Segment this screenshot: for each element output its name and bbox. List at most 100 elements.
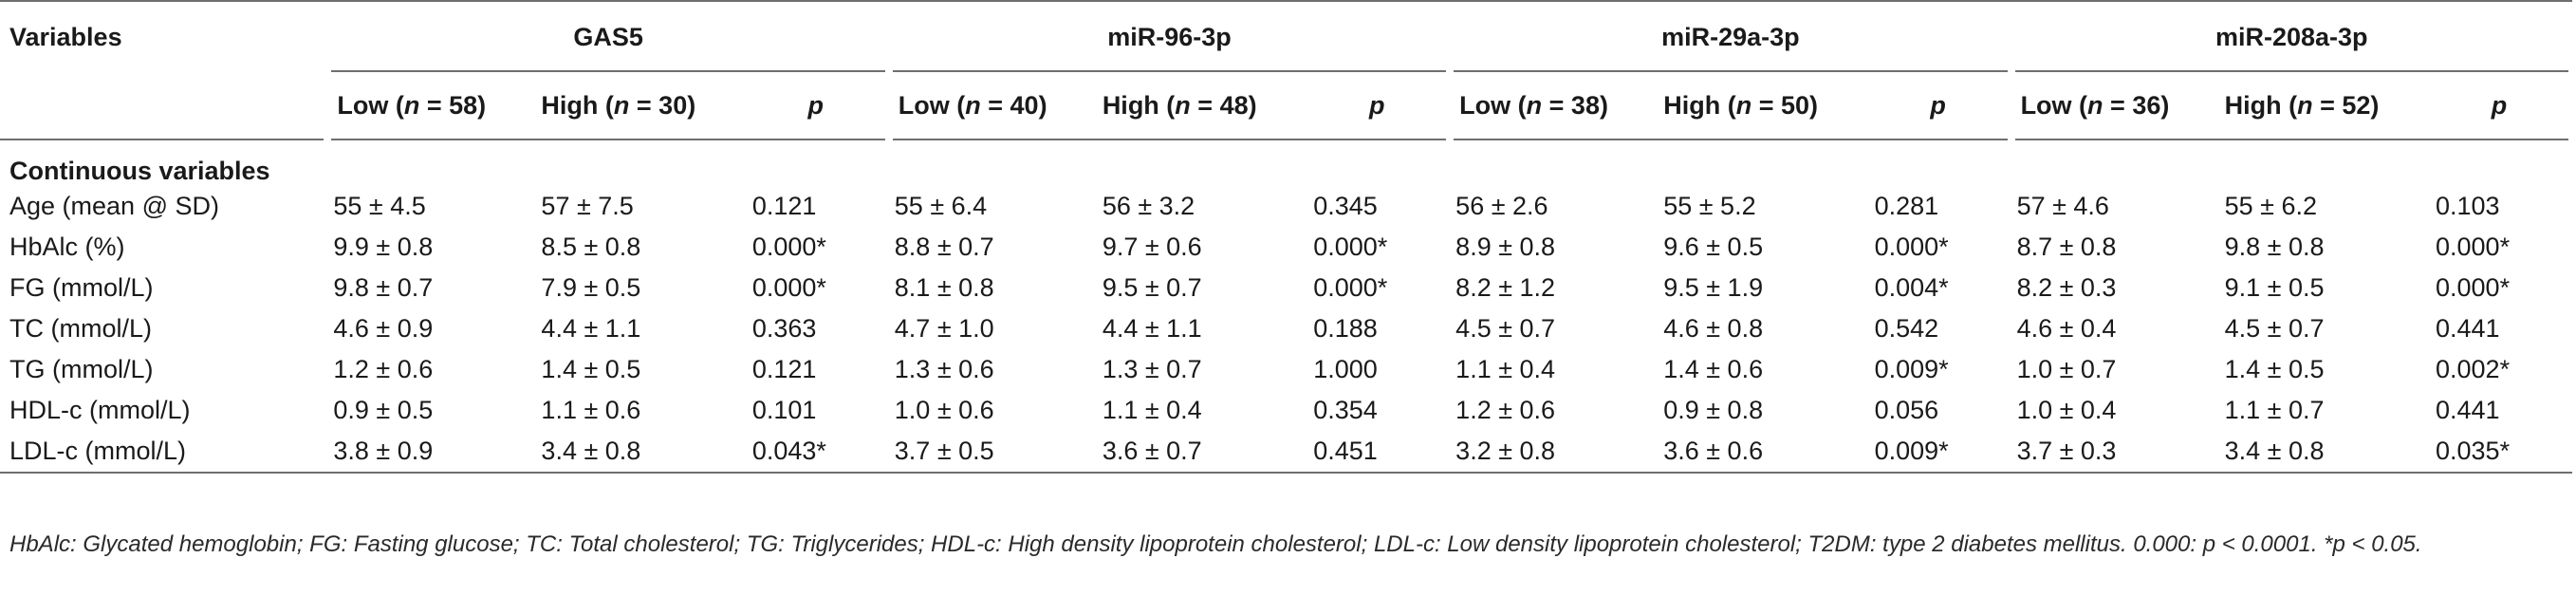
section-title: Continuous variables [9, 157, 270, 185]
value-cell: 1.1 ± 0.4 [1455, 355, 1556, 383]
p-value-cell: 0.441 [2436, 396, 2500, 424]
group-header-mir-96-3p: miR-96-3p [1107, 22, 1232, 51]
p-value-cell: 0.000* [751, 273, 826, 302]
p-value-cell: 0.101 [751, 396, 817, 424]
value-cell: 55 ± 5.2 [1663, 192, 1756, 220]
value-cell: 3.2 ± 0.8 [1455, 437, 1556, 465]
subheader-high-mir29a: High (n = 50) [1658, 71, 1869, 140]
row-label: LDL-c (mmol/L) [9, 437, 187, 465]
p-value-cell: 0.121 [751, 355, 817, 383]
value-cell: 8.9 ± 0.8 [1455, 233, 1556, 261]
table-footnote: HbAlc: Glycated hemoglobin; FG: Fasting … [9, 531, 2422, 557]
value-cell: 57 ± 4.6 [2016, 192, 2109, 220]
value-cell: 1.0 ± 0.7 [2016, 355, 2117, 383]
value-cell: 4.5 ± 0.7 [2224, 314, 2325, 343]
section-row: Continuous variables [0, 140, 2572, 186]
value-cell: 9.6 ± 0.5 [1663, 233, 1764, 261]
p-value-cell: 0.004* [1874, 273, 1949, 302]
value-cell: 8.2 ± 0.3 [2016, 273, 2117, 302]
subheader-p-gas5: p [746, 71, 889, 140]
p-value-cell: 0.043* [751, 437, 826, 465]
subheader-high-mir96: High (n = 48) [1096, 71, 1308, 140]
p-value-cell: 0.009* [1874, 437, 1949, 465]
p-value-cell: 0.056 [1874, 396, 1939, 424]
value-cell: 3.4 ± 0.8 [2224, 437, 2325, 465]
group-header-mir-208a-3p: miR-208a-3p [2215, 22, 2368, 51]
group-header-row: Variables GAS5 miR-96-3p miR-29a-3p miR-… [0, 4, 2572, 71]
p-value-cell: 0.000* [1874, 233, 1949, 261]
p-value-cell: 0.002* [2436, 355, 2511, 383]
data-body: Age (mean @ SD) 55 ± 4.5 57 ± 7.5 0.121 55 ±… [0, 186, 2572, 473]
value-cell: 1.0 ± 0.4 [2016, 396, 2117, 424]
value-cell: 1.1 ± 0.7 [2224, 396, 2325, 424]
value-cell: 4.4 ± 1.1 [541, 314, 641, 343]
value-cell: 9.5 ± 1.9 [1663, 273, 1764, 302]
variables-header: Variables [9, 23, 122, 51]
results-table: Variables GAS5 miR-96-3p miR-29a-3p miR-… [0, 0, 2572, 474]
value-cell: 8.1 ± 0.8 [894, 273, 994, 302]
value-cell: 8.2 ± 1.2 [1455, 273, 1556, 302]
value-cell: 8.5 ± 0.8 [541, 233, 641, 261]
value-cell: 3.6 ± 0.7 [1102, 437, 1202, 465]
subheader-low-gas5: Low (n = 58) [327, 71, 536, 140]
bottom-rule [0, 472, 2572, 474]
row-label: HDL-c (mmol/L) [9, 396, 191, 424]
value-cell: 0.9 ± 0.5 [333, 396, 434, 424]
p-value-cell: 0.103 [2436, 192, 2500, 220]
value-cell: 1.3 ± 0.7 [1102, 355, 1202, 383]
p-value-cell: 0.542 [1874, 314, 1939, 343]
value-cell: 9.7 ± 0.6 [1102, 233, 1202, 261]
value-cell: 0.9 ± 0.8 [1663, 396, 1764, 424]
table-row: TG (mmol/L) 1.2 ± 0.6 1.4 ± 0.5 0.121 1.3 ± … [0, 349, 2572, 390]
value-cell: 1.3 ± 0.6 [894, 355, 994, 383]
p-value-cell: 0.121 [751, 192, 817, 220]
row-label: TC (mmol/L) [9, 314, 152, 343]
p-value-cell: 0.009* [1874, 355, 1949, 383]
row-label: TG (mmol/L) [9, 355, 154, 383]
value-cell: 7.9 ± 0.5 [541, 273, 641, 302]
value-cell: 1.1 ± 0.4 [1102, 396, 1202, 424]
value-cell: 9.1 ± 0.5 [2224, 273, 2325, 302]
value-cell: 1.2 ± 0.6 [1455, 396, 1556, 424]
group-header-mir-29a-3p: miR-29a-3p [1661, 22, 1800, 51]
p-value-cell: 0.035* [2436, 437, 2511, 465]
subheader-high-gas5: High (n = 30) [535, 71, 747, 140]
table-row: HDL-c (mmol/L) 0.9 ± 0.5 1.1 ± 0.6 0.101 1.0… [0, 390, 2572, 431]
p-value-cell: 0.441 [2436, 314, 2500, 343]
subheader-high-mir208a: High (n = 52) [2218, 71, 2430, 140]
value-cell: 3.6 ± 0.6 [1663, 437, 1764, 465]
subheader-row: Low (n = 58) High (n = 30) p Low (n = 40… [0, 71, 2572, 140]
p-value-cell: 0.451 [1313, 437, 1378, 465]
value-cell: 3.8 ± 0.9 [333, 437, 434, 465]
value-cell: 56 ± 3.2 [1102, 192, 1195, 220]
value-cell: 55 ± 4.5 [333, 192, 426, 220]
value-cell: 57 ± 7.5 [541, 192, 634, 220]
value-cell: 8.7 ± 0.8 [2016, 233, 2117, 261]
value-cell: 1.0 ± 0.6 [894, 396, 994, 424]
value-cell: 56 ± 2.6 [1455, 192, 1548, 220]
p-value-cell: 0.354 [1313, 396, 1378, 424]
row-label: Age (mean @ SD) [9, 192, 219, 220]
row-label: FG (mmol/L) [9, 273, 154, 302]
p-value-cell: 0.000* [751, 233, 826, 261]
table-row: FG (mmol/L) 9.8 ± 0.7 7.9 ± 0.5 0.000* 8.1 ±… [0, 268, 2572, 308]
value-cell: 9.5 ± 0.7 [1102, 273, 1202, 302]
value-cell: 8.8 ± 0.7 [894, 233, 994, 261]
value-cell: 1.2 ± 0.6 [333, 355, 434, 383]
value-cell: 1.4 ± 0.5 [541, 355, 641, 383]
table-row: HbAlc (%) 9.9 ± 0.8 8.5 ± 0.8 0.000* 8.8 ± 0… [0, 227, 2572, 268]
subheader-p-mir29a: p [1868, 71, 2011, 140]
row-label: HbAlc (%) [9, 233, 125, 261]
value-cell: 4.6 ± 0.9 [333, 314, 434, 343]
value-cell: 4.6 ± 0.8 [1663, 314, 1764, 343]
p-value-cell: 0.345 [1313, 192, 1378, 220]
p-value-cell: 0.000* [2436, 273, 2511, 302]
top-rule [0, 0, 2572, 4]
value-cell: 55 ± 6.2 [2224, 192, 2317, 220]
group-header-gas5: GAS5 [573, 22, 643, 51]
subheader-p-mir96: p [1307, 71, 1451, 140]
value-cell: 4.6 ± 0.4 [2016, 314, 2117, 343]
p-value-cell: 0.363 [751, 314, 817, 343]
value-cell: 3.4 ± 0.8 [541, 437, 641, 465]
